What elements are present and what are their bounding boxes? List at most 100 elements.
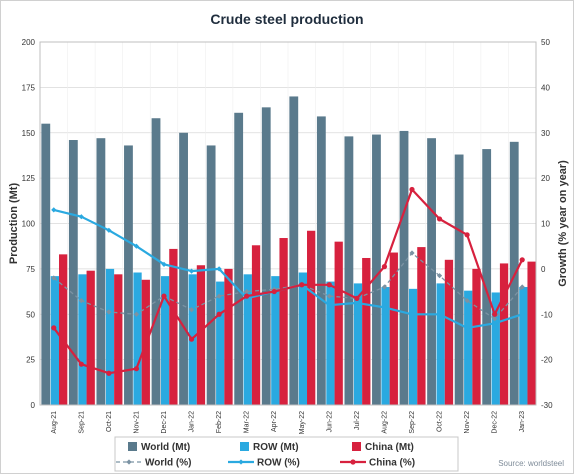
legend-marker xyxy=(238,459,244,465)
point-row xyxy=(133,243,140,249)
bar-china xyxy=(444,259,454,405)
axes: 0 25 50 75 100 125 150 175 200 -30 -20 -10 0 10 20 30 40… xyxy=(8,38,569,434)
x-tick-label: Nov-22 xyxy=(464,411,471,434)
x-tick-label: Apr-22 xyxy=(271,411,278,432)
legend-label: World (Mt) xyxy=(141,442,190,453)
point-china xyxy=(161,293,167,299)
bar-world xyxy=(482,149,492,405)
y2-tick-label: 40 xyxy=(541,83,550,92)
point-world xyxy=(409,250,415,256)
y-tick-label: 100 xyxy=(22,220,36,229)
point-world xyxy=(492,316,498,322)
legend-swatch xyxy=(352,442,361,451)
bar-china xyxy=(114,274,123,405)
x-tick-label: Jun-22 xyxy=(326,411,333,433)
legend-box xyxy=(114,436,459,472)
bar-row xyxy=(216,281,225,405)
point-world xyxy=(326,293,332,299)
bar-world xyxy=(41,123,51,406)
bar-row xyxy=(408,288,418,405)
point-world xyxy=(133,311,140,317)
y2-tick-label: 50 xyxy=(541,38,550,47)
bar-china xyxy=(334,241,343,405)
point-china xyxy=(519,257,525,263)
y-tick-label: 0 xyxy=(31,401,36,410)
y-tick-label: 175 xyxy=(22,83,36,92)
point-row xyxy=(188,268,195,274)
legend-swatch xyxy=(240,442,249,451)
x-tick-label: Oct-22 xyxy=(437,411,444,432)
x-tick-label: May-22 xyxy=(299,411,306,434)
point-row xyxy=(78,214,84,220)
legend-marker xyxy=(126,459,132,465)
y2-axis-title: Growth (% year on year) xyxy=(557,160,569,287)
source-note: Source: worldsteel xyxy=(498,459,564,468)
y-axis-title: Production (Mt) xyxy=(8,183,20,265)
x-tick-label: Nov-21 xyxy=(133,411,140,434)
lines xyxy=(51,186,525,376)
bar-row xyxy=(491,292,500,405)
y2-tick-label: 30 xyxy=(541,129,550,138)
bar-china xyxy=(499,263,509,405)
bar-row xyxy=(78,274,87,405)
bar-china xyxy=(389,252,398,405)
bar-china xyxy=(86,270,95,405)
x-tick-label: Sep-22 xyxy=(409,411,416,434)
bar-world xyxy=(151,118,161,405)
point-china xyxy=(464,232,470,238)
bar-world xyxy=(96,138,106,405)
point-china xyxy=(492,311,498,317)
legend: World (Mt) ROW (Mt) China (Mt) World (%) ROW… xyxy=(114,436,459,472)
bar-china xyxy=(417,247,426,405)
bar-world xyxy=(454,154,464,405)
point-world xyxy=(519,284,525,290)
bar-world xyxy=(399,130,409,405)
x-tick-label: Oct-21 xyxy=(106,411,113,432)
bar-china xyxy=(527,261,536,405)
point-row xyxy=(51,207,57,213)
point-row xyxy=(354,300,360,306)
plot-border xyxy=(39,41,537,406)
x-tick-label: Jul-22 xyxy=(354,411,361,430)
point-row xyxy=(106,227,112,233)
point-china xyxy=(133,366,140,372)
point-row xyxy=(381,304,388,311)
legend-label: World (%) xyxy=(145,458,191,469)
point-row xyxy=(492,320,498,326)
bar-world xyxy=(289,96,299,405)
legend-label: ROW (Mt) xyxy=(253,442,299,453)
point-row xyxy=(519,311,525,317)
chart-title: Crude steel production xyxy=(210,11,364,27)
x-tick-label: Aug-22 xyxy=(381,411,388,434)
point-world xyxy=(216,293,222,299)
point-china xyxy=(381,264,388,270)
bar-world xyxy=(261,107,271,405)
bar-china xyxy=(251,245,261,405)
bar-row xyxy=(50,276,60,405)
point-world xyxy=(188,307,195,313)
point-world xyxy=(464,298,470,304)
point-row xyxy=(436,311,443,317)
point-china xyxy=(188,336,195,342)
bar-row xyxy=(464,290,473,405)
bar-china xyxy=(169,248,178,405)
y-tick-label: 125 xyxy=(22,174,36,183)
bar-row xyxy=(298,272,308,405)
series-line-world xyxy=(53,252,523,320)
bar-china xyxy=(224,268,233,405)
x-tick-label: Mar-22 xyxy=(244,411,251,433)
x-tick-label: Jan-23 xyxy=(519,411,526,433)
bar-world xyxy=(206,145,216,405)
point-row xyxy=(216,266,222,272)
bar-china xyxy=(279,238,288,405)
point-world xyxy=(106,309,112,315)
bar-world xyxy=(124,145,133,405)
point-china xyxy=(436,216,443,222)
point-row xyxy=(464,325,470,331)
y2-tick-label: 10 xyxy=(541,220,550,229)
point-china xyxy=(106,370,112,376)
point-world xyxy=(78,298,84,304)
bar-china xyxy=(472,268,481,405)
point-china xyxy=(51,325,57,331)
y2-tick-label: -30 xyxy=(541,401,553,410)
